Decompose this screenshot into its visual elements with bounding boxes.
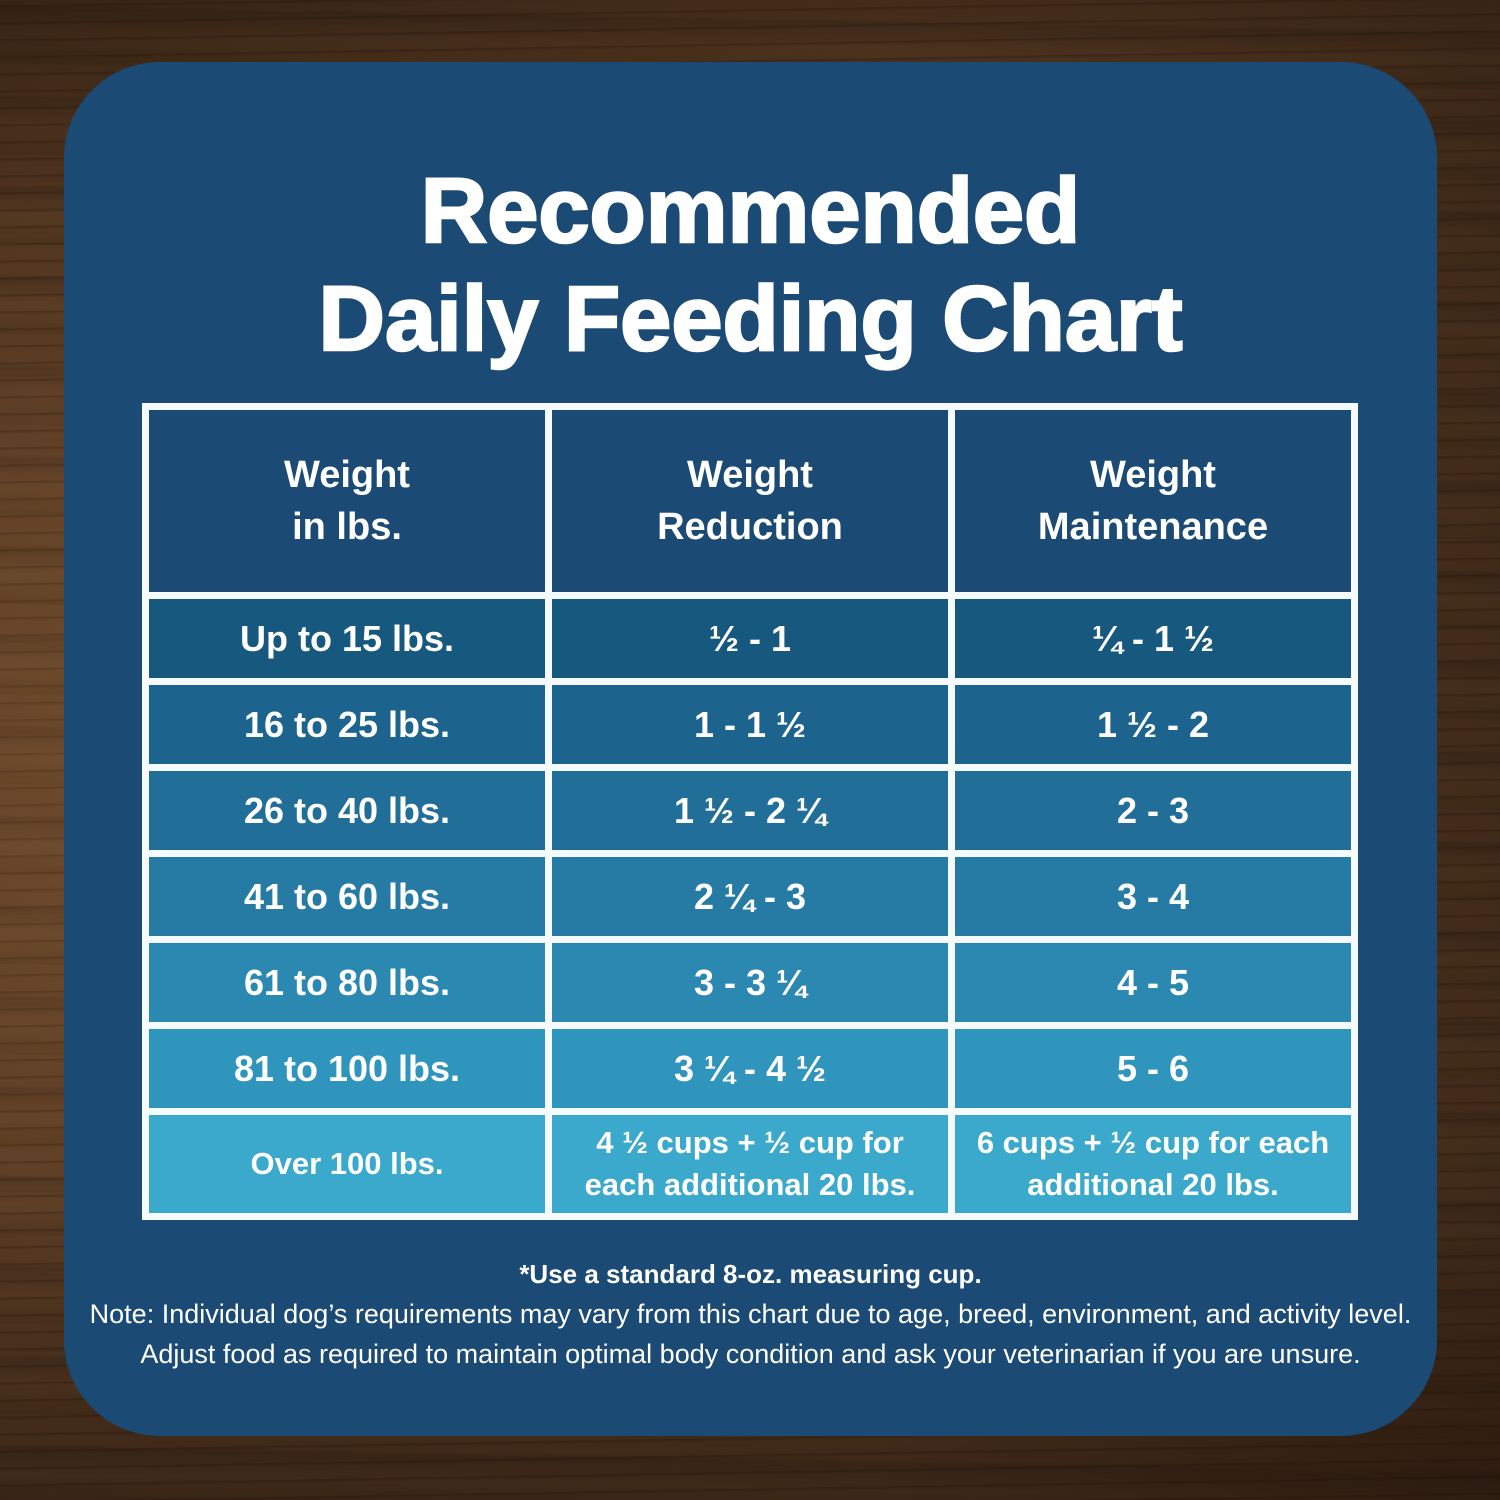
footnote-note-line1: Note: Individual dog’s requirements may …	[89, 1298, 1412, 1329]
chart-title: Recommended Daily Feeding Chart	[64, 158, 1437, 373]
reduction-cell: 2 ¼ - 3	[552, 857, 948, 936]
feeding-chart-panel: Recommended Daily Feeding Chart Weight i…	[64, 62, 1437, 1436]
reduction-cell: 1 - 1 ½	[552, 685, 948, 764]
weight-cell: 81 to 100 lbs.	[149, 1029, 545, 1108]
maintenance-cell: 1 ½ - 2	[955, 685, 1351, 764]
table-row: 61 to 80 lbs. 3 - 3 ¼ 4 - 5	[149, 943, 1351, 1022]
table-row: 41 to 60 lbs. 2 ¼ - 3 3 - 4	[149, 857, 1351, 936]
header-cell-maintenance: Weight Maintenance	[955, 410, 1351, 592]
header-weight-line1: Weight	[284, 453, 410, 496]
header-cell-weight: Weight in lbs.	[149, 410, 545, 592]
table-row: 16 to 25 lbs. 1 - 1 ½ 1 ½ - 2	[149, 685, 1351, 764]
table-header-row: Weight in lbs. Weight Reduction Weight M…	[149, 410, 1351, 592]
footnotes: *Use a standard 8-oz. measuring cup. Not…	[64, 1258, 1437, 1373]
maintenance-cell: 3 - 4	[955, 857, 1351, 936]
chart-title-line2: Daily Feeding Chart	[317, 266, 1183, 370]
header-reduction-line2: Reduction	[657, 506, 843, 548]
table-row: 81 to 100 lbs. 3 ¼ - 4 ½ 5 - 6	[149, 1029, 1351, 1108]
weight-cell: 26 to 40 lbs.	[149, 771, 545, 850]
maintenance-cell: 6 cups + ½ cup for each additional 20 lb…	[955, 1115, 1351, 1213]
weight-cell: 41 to 60 lbs.	[149, 857, 545, 936]
weight-cell: Over 100 lbs.	[149, 1115, 545, 1213]
table-row: Up to 15 lbs. ½ - 1 ¼ - 1 ½	[149, 599, 1351, 678]
feeding-table: Weight in lbs. Weight Reduction Weight M…	[142, 403, 1358, 1220]
reduction-cell: 4 ½ cups + ½ cup for each additional 20 …	[552, 1115, 948, 1213]
maintenance-cell: 5 - 6	[955, 1029, 1351, 1108]
reduction-cell: 3 ¼ - 4 ½	[552, 1029, 948, 1108]
reduction-cell: ½ - 1	[552, 599, 948, 678]
table-row: 26 to 40 lbs. 1 ½ - 2 ¼ 2 - 3	[149, 771, 1351, 850]
reduction-cell: 3 - 3 ¼	[552, 943, 948, 1022]
header-maintenance-line2: Maintenance	[1037, 506, 1269, 548]
reduction-cell: 1 ½ - 2 ¼	[552, 771, 948, 850]
footnote-note-line2: Adjust food as required to maintain opti…	[140, 1339, 1361, 1370]
header-reduction-line1: Weight	[687, 453, 813, 496]
header-weight-line2: in lbs.	[292, 506, 402, 548]
weight-cell: 16 to 25 lbs.	[149, 685, 545, 764]
maintenance-cell: 4 - 5	[955, 943, 1351, 1022]
chart-title-line1: Recommended	[420, 159, 1082, 263]
header-cell-reduction: Weight Reduction	[552, 410, 948, 592]
footnote-measuring-cup: *Use a standard 8-oz. measuring cup.	[519, 1259, 982, 1289]
maintenance-cell: ¼ - 1 ½	[955, 599, 1351, 678]
weight-cell: Up to 15 lbs.	[149, 599, 545, 678]
maintenance-cell: 2 - 3	[955, 771, 1351, 850]
table-row: Over 100 lbs. 4 ½ cups + ½ cup for each …	[149, 1115, 1351, 1213]
weight-cell: 61 to 80 lbs.	[149, 943, 545, 1022]
header-maintenance-line1: Weight	[1090, 453, 1216, 496]
